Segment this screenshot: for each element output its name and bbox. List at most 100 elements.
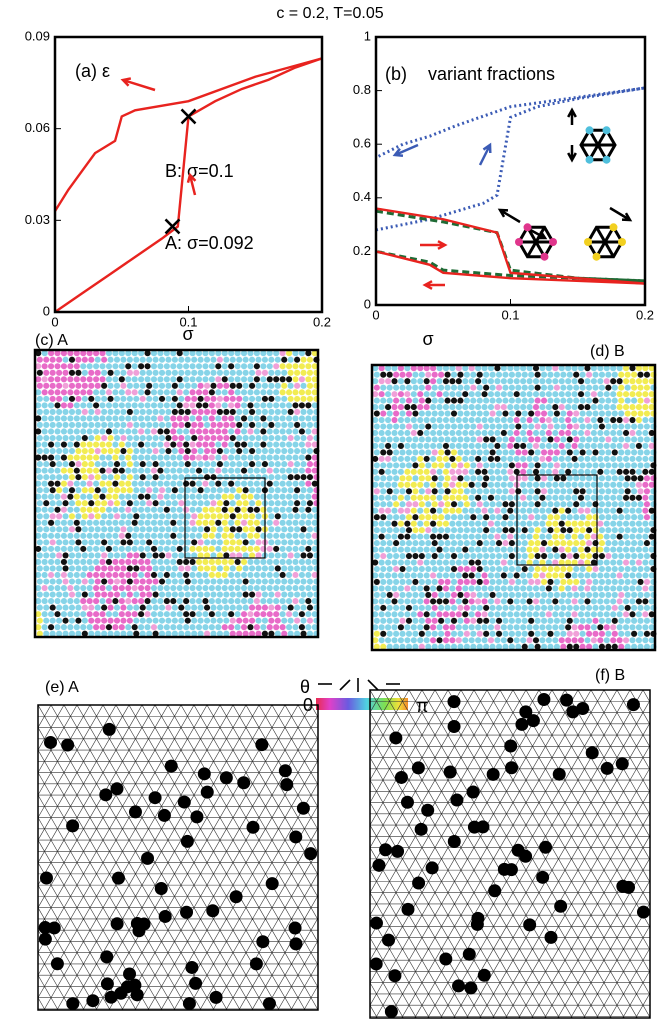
site bbox=[566, 423, 573, 430]
site bbox=[68, 630, 76, 637]
site bbox=[249, 552, 256, 559]
site bbox=[648, 533, 655, 540]
site bbox=[603, 468, 610, 475]
site bbox=[36, 630, 43, 637]
site bbox=[404, 442, 411, 449]
site bbox=[553, 436, 560, 443]
site bbox=[261, 565, 268, 572]
site bbox=[378, 585, 385, 592]
site bbox=[286, 493, 293, 500]
site bbox=[54, 376, 61, 383]
site bbox=[294, 513, 301, 520]
site bbox=[195, 467, 203, 474]
site bbox=[648, 429, 655, 437]
site bbox=[558, 378, 565, 385]
site bbox=[105, 415, 113, 422]
site bbox=[281, 591, 288, 598]
site bbox=[481, 585, 488, 592]
site bbox=[49, 356, 56, 363]
site bbox=[165, 382, 172, 389]
site bbox=[373, 643, 380, 650]
site bbox=[547, 591, 554, 598]
site bbox=[73, 415, 80, 422]
site bbox=[430, 598, 437, 605]
site bbox=[221, 611, 228, 618]
site bbox=[545, 442, 552, 449]
site bbox=[73, 389, 80, 396]
site bbox=[462, 559, 469, 566]
site bbox=[430, 572, 437, 579]
site bbox=[107, 356, 114, 363]
site bbox=[605, 397, 612, 404]
site bbox=[430, 378, 437, 385]
site bbox=[648, 598, 655, 605]
site bbox=[412, 475, 419, 482]
site bbox=[610, 598, 617, 605]
site bbox=[635, 391, 642, 398]
site bbox=[623, 546, 630, 553]
site bbox=[240, 611, 248, 618]
site bbox=[157, 428, 164, 435]
site bbox=[253, 441, 260, 448]
site bbox=[552, 611, 559, 618]
site bbox=[88, 591, 95, 598]
site bbox=[236, 421, 243, 429]
site bbox=[502, 540, 509, 547]
site bbox=[500, 468, 507, 475]
site bbox=[470, 578, 477, 586]
site bbox=[637, 501, 644, 508]
site bbox=[423, 494, 430, 501]
site bbox=[292, 480, 299, 487]
site bbox=[534, 643, 541, 650]
site bbox=[547, 436, 554, 443]
site bbox=[229, 526, 236, 533]
impurity bbox=[636, 905, 650, 919]
site bbox=[520, 455, 527, 462]
site bbox=[234, 376, 241, 383]
site bbox=[629, 611, 636, 618]
site bbox=[623, 416, 630, 424]
site bbox=[534, 565, 541, 573]
impurity bbox=[477, 968, 491, 982]
site bbox=[642, 378, 649, 385]
site bbox=[240, 571, 248, 579]
site bbox=[311, 611, 318, 618]
site bbox=[305, 611, 312, 618]
site bbox=[616, 559, 623, 566]
site bbox=[94, 539, 101, 546]
site bbox=[146, 356, 153, 363]
site bbox=[118, 350, 125, 357]
site bbox=[436, 507, 443, 514]
site bbox=[425, 397, 432, 404]
site bbox=[183, 480, 190, 487]
arrow bbox=[420, 240, 448, 250]
site bbox=[502, 384, 509, 391]
site bbox=[67, 506, 74, 513]
site bbox=[463, 371, 470, 378]
site bbox=[643, 514, 651, 521]
site bbox=[404, 533, 411, 540]
site bbox=[417, 520, 424, 527]
site bbox=[94, 526, 101, 533]
site bbox=[107, 369, 114, 376]
site bbox=[62, 630, 69, 637]
site bbox=[221, 571, 228, 579]
site bbox=[191, 487, 198, 494]
site bbox=[380, 410, 387, 417]
site bbox=[405, 514, 413, 521]
site bbox=[125, 611, 132, 618]
site bbox=[221, 624, 228, 631]
site bbox=[380, 475, 387, 482]
site bbox=[229, 408, 236, 415]
site bbox=[221, 558, 228, 565]
site bbox=[261, 448, 268, 455]
site bbox=[223, 604, 230, 611]
site bbox=[229, 578, 236, 585]
site bbox=[236, 578, 243, 585]
site bbox=[438, 423, 445, 430]
site bbox=[455, 533, 462, 540]
site bbox=[195, 558, 203, 565]
site bbox=[457, 371, 464, 378]
site bbox=[150, 402, 158, 409]
site bbox=[475, 624, 482, 631]
